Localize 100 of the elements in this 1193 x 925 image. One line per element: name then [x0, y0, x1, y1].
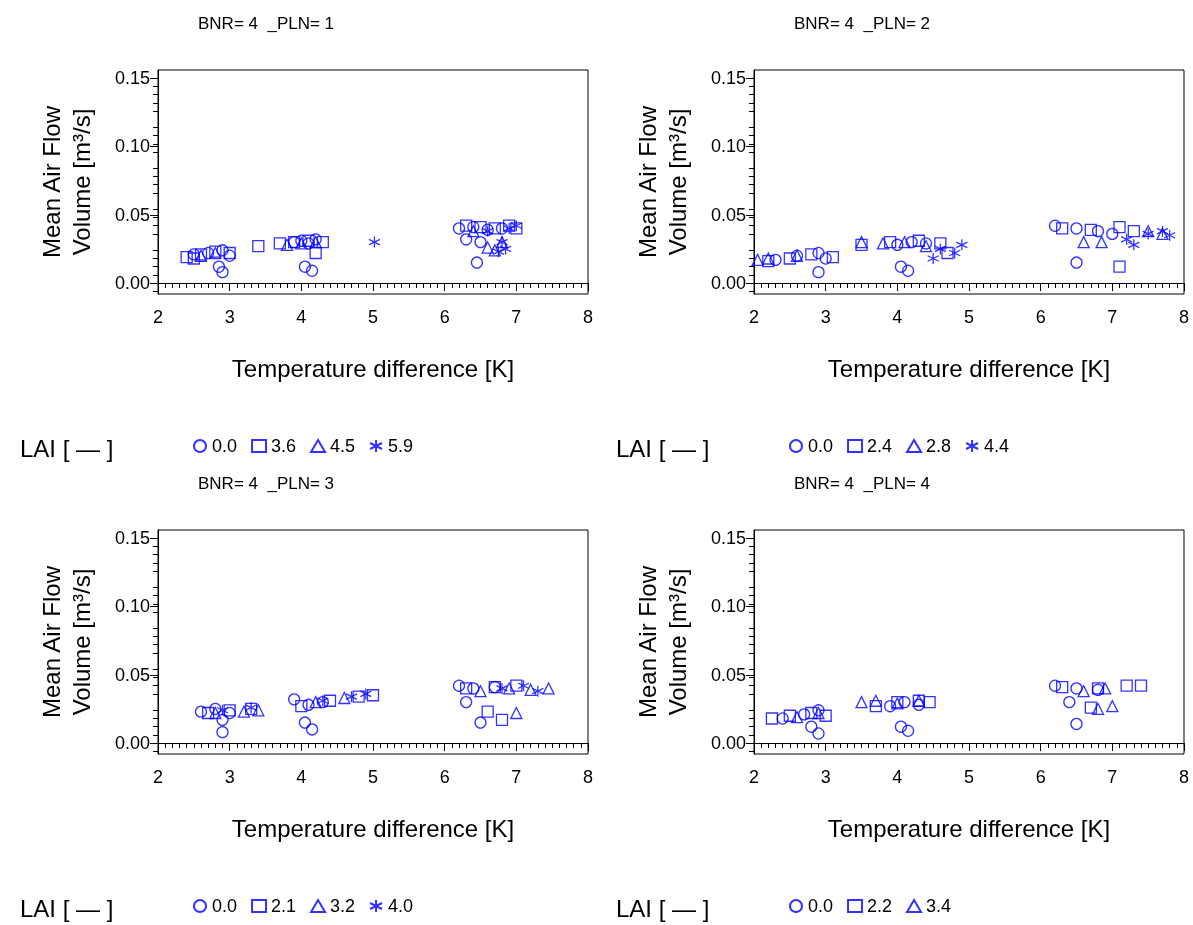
- x-tick-label: 5: [367, 307, 379, 327]
- point: [790, 710, 804, 724]
- legend-label: 2.2: [867, 896, 893, 916]
- point: [470, 256, 484, 269]
- point: [216, 726, 229, 739]
- point: [1048, 219, 1062, 232]
- point: [912, 698, 925, 711]
- legend-label: 4.5: [330, 436, 356, 456]
- legend-label: 0.0: [212, 896, 238, 916]
- point: [1070, 682, 1083, 695]
- point: [295, 700, 308, 713]
- point: [202, 706, 215, 720]
- x-tick-label: 6: [1035, 307, 1046, 327]
- x-tick-label: 5: [367, 767, 379, 787]
- point: [252, 240, 265, 253]
- point: [1056, 222, 1069, 235]
- point: [280, 238, 294, 251]
- point: [1077, 685, 1090, 698]
- point: [1127, 238, 1140, 251]
- point: [783, 709, 796, 722]
- point: [481, 705, 494, 718]
- point: [503, 682, 516, 695]
- x-tick-label: 3: [224, 767, 235, 787]
- point: [488, 222, 501, 235]
- point: [345, 690, 358, 703]
- point: [1063, 695, 1076, 709]
- point: [805, 720, 818, 733]
- y-axis-title: Mean Air Flow Volume [m³/s]: [633, 565, 691, 719]
- point: [467, 220, 480, 234]
- point: [474, 235, 487, 249]
- point: [495, 713, 509, 726]
- legend-title: LAI [ — ]: [20, 894, 114, 922]
- point: [510, 679, 523, 692]
- x-tick-label: 3: [224, 307, 235, 327]
- y-axis-title: Mean Air Flow Volume [m³/s]: [37, 565, 95, 719]
- y-tick-label: 0.15: [114, 68, 150, 89]
- point: [1120, 233, 1133, 246]
- x-tick-label: 8: [1178, 307, 1189, 327]
- point: [1070, 256, 1083, 269]
- point: [941, 246, 954, 260]
- point: [309, 246, 322, 260]
- y-tick-label: 0.15: [710, 528, 746, 549]
- point: [1127, 225, 1140, 238]
- point: [1056, 680, 1069, 694]
- point: [531, 685, 544, 698]
- x-tick-label: 8: [1178, 767, 1189, 787]
- y-tick-label: 0.05: [114, 664, 150, 685]
- legend-label: 5.9: [388, 436, 414, 456]
- point: [812, 727, 825, 740]
- x-axis-title: Temperature difference [K]: [827, 814, 1111, 842]
- point: [769, 253, 782, 266]
- x-tick-label: 6: [439, 767, 450, 787]
- x-axis-title: Temperature difference [K]: [231, 814, 515, 842]
- point: [1077, 235, 1090, 249]
- point: [495, 222, 509, 235]
- point: [212, 260, 226, 273]
- point: [869, 700, 882, 713]
- point: [474, 685, 487, 698]
- legend-label: 2.1: [271, 896, 297, 916]
- point: [805, 706, 818, 720]
- point: [368, 235, 381, 249]
- point: [1113, 260, 1126, 273]
- legend-label: 0.0: [212, 436, 238, 456]
- point: [826, 250, 839, 264]
- y-tick-label: 0.00: [710, 733, 746, 754]
- point: [323, 694, 337, 707]
- point: [901, 724, 915, 737]
- point: [901, 264, 915, 277]
- point: [542, 682, 555, 695]
- point: [524, 683, 537, 696]
- point: [898, 235, 911, 249]
- y-axis-title: Mean Air Flow Volume [m³/s]: [37, 105, 95, 259]
- point: [1048, 679, 1062, 692]
- chart-title: BNR= 4 _PLN= 3: [198, 474, 335, 493]
- point: [187, 248, 200, 261]
- point: [855, 695, 868, 709]
- point: [481, 241, 494, 254]
- y-tick-label: 0.10: [114, 136, 150, 157]
- chart-title: BNR= 4 _PLN= 2: [794, 14, 931, 33]
- point: [298, 260, 312, 273]
- chart-title: BNR= 4 _PLN= 1: [198, 14, 335, 33]
- y-tick-label: 0.10: [710, 136, 746, 157]
- x-tick-label: 4: [892, 307, 903, 327]
- point: [1113, 220, 1126, 234]
- point: [460, 682, 473, 695]
- point: [894, 260, 908, 273]
- point: [216, 266, 229, 279]
- point: [474, 220, 487, 234]
- point: [366, 689, 380, 702]
- point: [305, 264, 319, 277]
- legend-label: 4.0: [388, 896, 414, 916]
- y-tick-label: 0.05: [710, 204, 746, 225]
- point: [1084, 701, 1097, 714]
- point: [1120, 679, 1133, 692]
- point: [751, 253, 764, 266]
- point: [216, 244, 229, 257]
- point: [1091, 225, 1105, 238]
- y-tick-label: 0.10: [114, 596, 150, 617]
- x-tick-label: 8: [582, 307, 593, 327]
- x-tick-label: 2: [748, 307, 760, 327]
